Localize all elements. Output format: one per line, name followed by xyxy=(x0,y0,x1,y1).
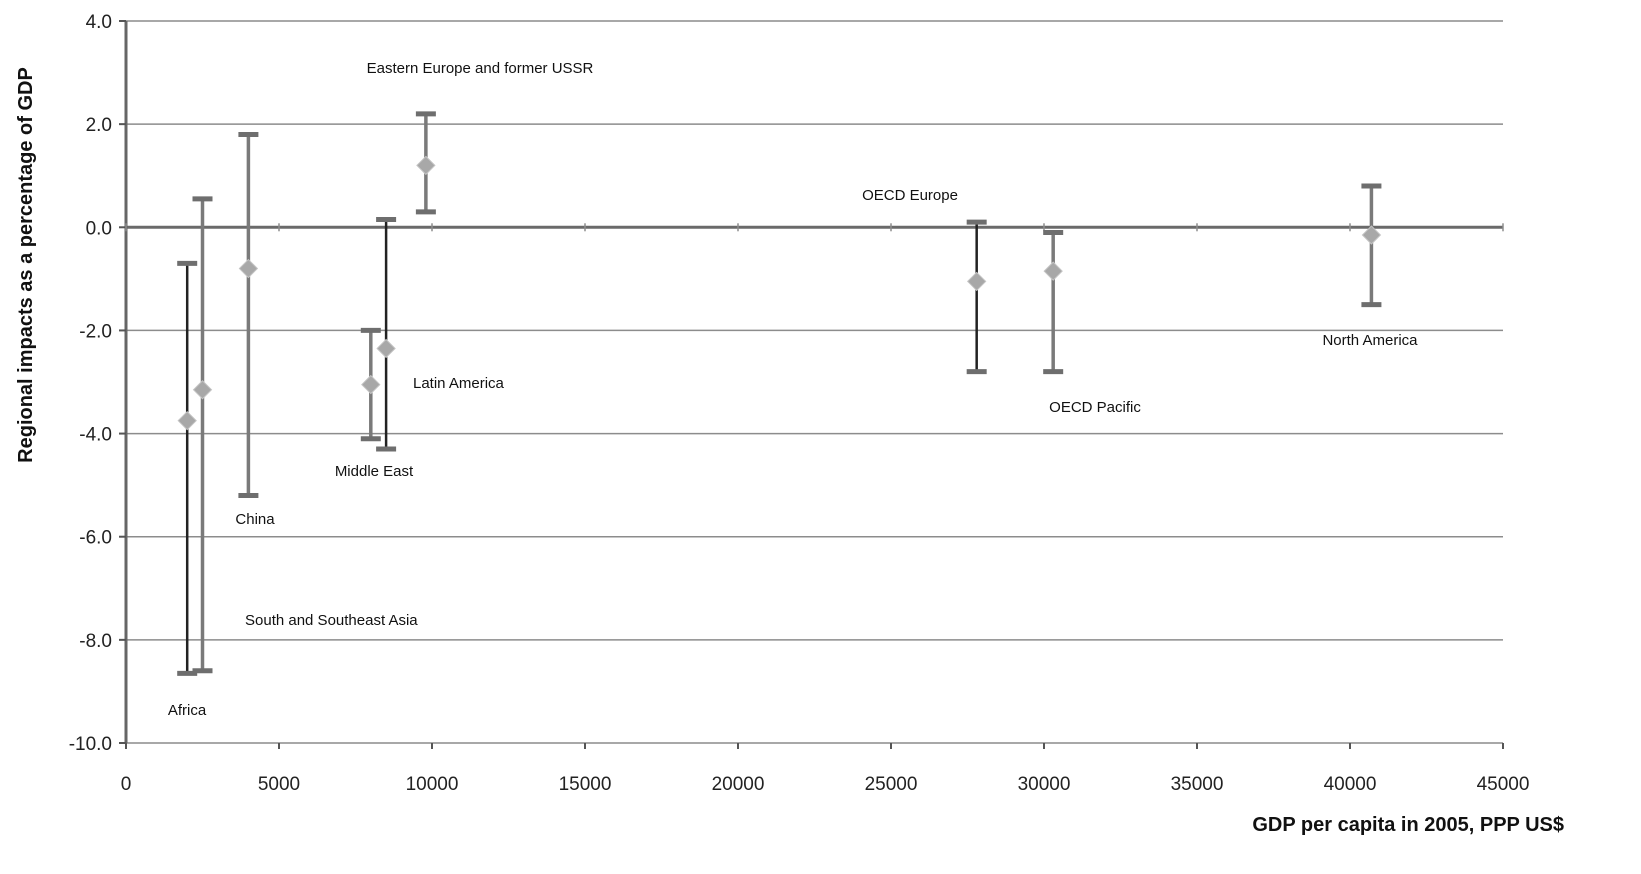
region-label: OECD Europe xyxy=(862,187,958,204)
data-point-marker xyxy=(376,338,396,359)
data-point-marker xyxy=(1043,261,1063,281)
data-point-group xyxy=(360,327,381,442)
y-tick-label: 4.0 xyxy=(86,12,112,33)
x-tick-label: 25000 xyxy=(865,774,918,795)
region-label: Africa xyxy=(168,702,207,719)
region-label: OECD Pacific xyxy=(1049,399,1141,416)
region-label: Latin America xyxy=(413,375,505,392)
data-point-group xyxy=(1043,229,1064,375)
region-label: South and Southeast Asia xyxy=(245,612,418,629)
x-axis-label: GDP per capita in 2005, PPP US$ xyxy=(1252,814,1564,836)
data-point-group xyxy=(1361,183,1382,308)
region-labels: Africa South and Southeast Asia China Middl… xyxy=(168,60,1418,719)
data-point-group xyxy=(966,219,987,375)
x-tick-label: 40000 xyxy=(1324,774,1377,795)
x-tick-label: 30000 xyxy=(1018,774,1071,795)
y-axis-label: Regional impacts as a percentage of GDP xyxy=(15,67,37,463)
region-label: China xyxy=(235,511,275,528)
x-tick-label: 10000 xyxy=(406,774,459,795)
y-tick-label: -6.0 xyxy=(79,528,112,549)
data-point-group xyxy=(177,260,198,676)
y-axis-ticks: 4.0 2.0 0.0 -2.0 -4.0 -6.0 -8.0 -10.0 xyxy=(69,12,126,755)
y-tick-label: -8.0 xyxy=(79,631,112,652)
data-point-marker xyxy=(1361,225,1382,245)
y-tick-label: -4.0 xyxy=(79,425,112,446)
data-point-marker xyxy=(192,380,213,400)
data-point-group xyxy=(238,131,259,498)
x-axis-ticks: 0 5000 10000 15000 20000 25000 30000 35000 40000… xyxy=(121,223,1530,795)
x-tick-label: 20000 xyxy=(712,774,765,795)
x-tick-label: 45000 xyxy=(1477,774,1530,795)
y-tick-label: -10.0 xyxy=(69,734,112,755)
x-tick-label: 0 xyxy=(121,774,132,795)
data-series xyxy=(177,111,1382,676)
y-tick-label: -2.0 xyxy=(79,321,112,342)
data-point-marker xyxy=(416,155,436,176)
x-tick-label: 35000 xyxy=(1171,774,1224,795)
data-point-marker xyxy=(361,374,381,395)
grid-lines xyxy=(126,20,1503,744)
region-label: Middle East xyxy=(335,463,414,480)
data-point-group xyxy=(376,217,397,452)
x-tick-label: 5000 xyxy=(258,774,300,795)
y-tick-label: 2.0 xyxy=(86,115,112,136)
y-tick-label: 0.0 xyxy=(86,218,112,239)
x-tick-label: 15000 xyxy=(559,774,612,795)
data-point-marker xyxy=(177,410,197,431)
data-point-group xyxy=(415,111,436,215)
region-label: Eastern Europe and former USSR xyxy=(367,60,594,77)
data-point-group xyxy=(192,196,213,674)
region-label: North America xyxy=(1322,332,1418,349)
data-point-marker xyxy=(966,271,987,292)
data-point-marker xyxy=(238,258,259,279)
